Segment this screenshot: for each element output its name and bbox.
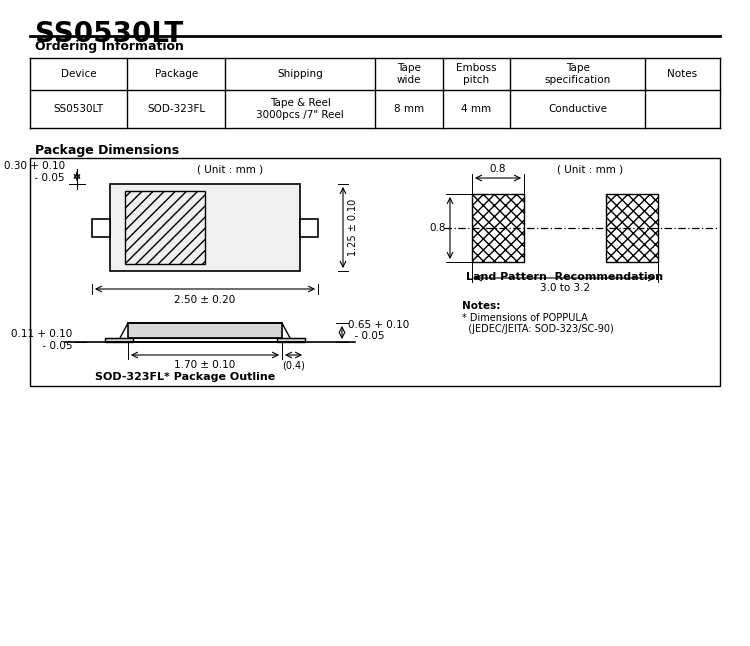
Text: 1.70 ± 0.10: 1.70 ± 0.10	[174, 360, 236, 370]
Text: Tape & Reel
3000pcs /7" Reel: Tape & Reel 3000pcs /7" Reel	[256, 98, 344, 120]
Text: 3.0 to 3.2: 3.0 to 3.2	[540, 283, 590, 293]
Text: 4 mm: 4 mm	[461, 104, 491, 114]
Bar	[472, 194, 524, 262]
Bar	[300, 218, 318, 236]
Text: ( Unit : mm ): ( Unit : mm )	[557, 164, 623, 174]
Text: * Dimensions of POPPULA: * Dimensions of POPPULA	[462, 313, 588, 323]
Text: Notes: Notes	[668, 69, 698, 79]
Bar	[30, 158, 720, 386]
Text: Package: Package	[154, 69, 198, 79]
Bar	[606, 194, 658, 262]
Text: (0.4): (0.4)	[282, 360, 305, 370]
Text: Package Dimensions: Package Dimensions	[35, 144, 179, 157]
Text: ( Unit : mm ): ( Unit : mm )	[197, 164, 263, 174]
Text: Ordering Information: Ordering Information	[35, 40, 184, 53]
Text: 1.25 ± 0.10: 1.25 ± 0.10	[348, 199, 358, 256]
Text: 0.8: 0.8	[490, 164, 506, 174]
Text: SS0530LT: SS0530LT	[54, 104, 104, 114]
Text: Notes:: Notes:	[462, 301, 500, 311]
Text: 0.11 + 0.10
  - 0.05: 0.11 + 0.10 - 0.05	[10, 329, 72, 351]
Text: 0.65 + 0.10
  - 0.05: 0.65 + 0.10 - 0.05	[348, 320, 410, 341]
Text: Shipping: Shipping	[278, 69, 322, 79]
Bar	[110, 184, 300, 271]
Text: 0.8: 0.8	[430, 223, 446, 233]
Text: Tape
specification: Tape specification	[544, 63, 610, 85]
Bar	[277, 338, 305, 342]
Text: Tape
wide: Tape wide	[397, 63, 421, 85]
Text: Land Pattern  Recommendation: Land Pattern Recommendation	[466, 272, 664, 282]
Text: 0.30 + 0.10
  - 0.05: 0.30 + 0.10 - 0.05	[4, 162, 65, 183]
Text: Device: Device	[61, 69, 97, 79]
Text: SOD-323FL* Package Outline: SOD-323FL* Package Outline	[94, 372, 275, 382]
Text: (JEDEC/JEITA: SOD-323/SC-90): (JEDEC/JEITA: SOD-323/SC-90)	[462, 324, 614, 334]
Text: SS0530LT: SS0530LT	[35, 20, 183, 48]
Text: Conductive: Conductive	[548, 104, 607, 114]
Bar	[105, 338, 133, 342]
Bar	[125, 191, 205, 264]
Text: SOD-323FL: SOD-323FL	[147, 104, 206, 114]
Text: Emboss
pitch: Emboss pitch	[456, 63, 497, 85]
Bar	[128, 323, 282, 338]
Bar	[92, 218, 110, 236]
Text: 2.50 ± 0.20: 2.50 ± 0.20	[174, 295, 236, 305]
Text: 8 mm: 8 mm	[394, 104, 424, 114]
